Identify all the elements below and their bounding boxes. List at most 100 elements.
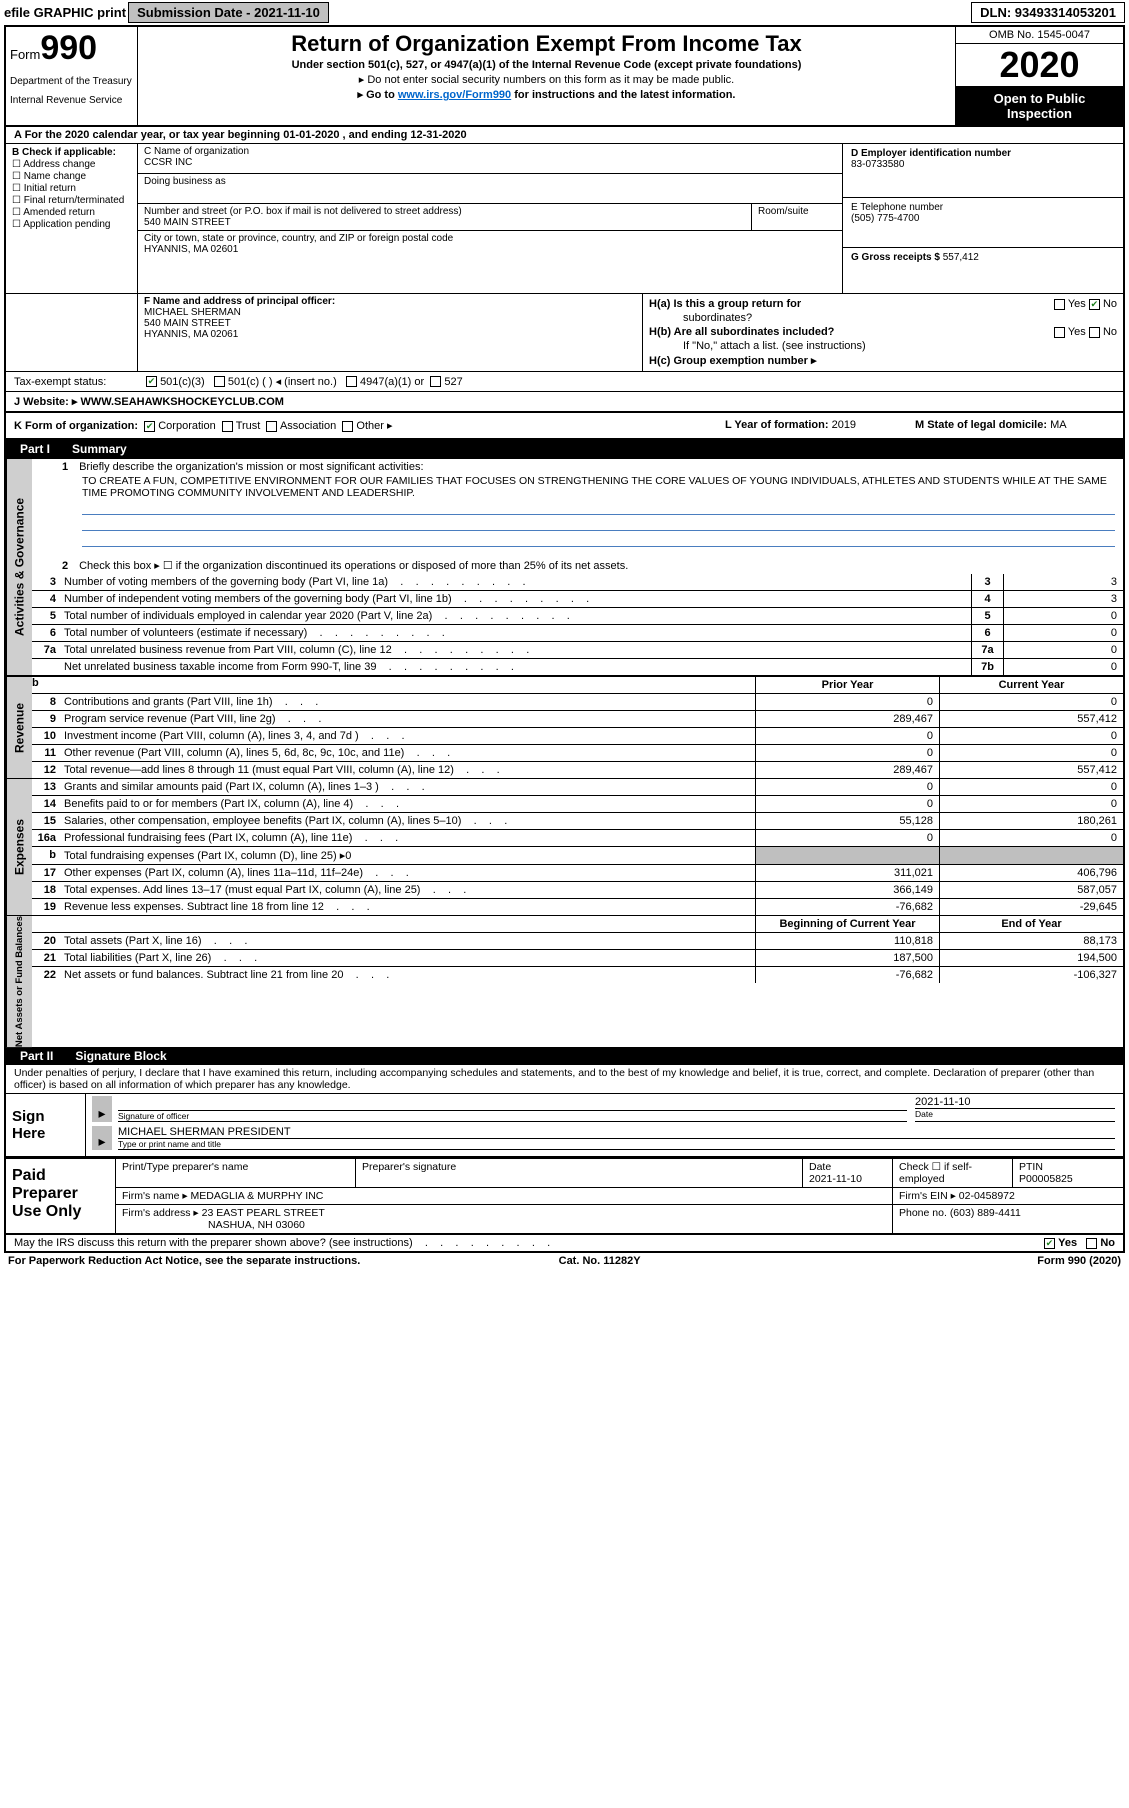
header-mid: Return of Organization Exempt From Incom… bbox=[138, 27, 955, 125]
table-row: bTotal fundraising expenses (Part IX, co… bbox=[32, 847, 1123, 865]
hdr-end-year: End of Year bbox=[939, 916, 1123, 932]
prep-self-emp: Check ☐ if self-employed bbox=[893, 1159, 1013, 1187]
hdr-beg-year: Beginning of Current Year bbox=[755, 916, 939, 932]
net-assets-block: Net Assets or Fund Balances Beginning of… bbox=[6, 915, 1123, 1047]
footer-row: For Paperwork Reduction Act Notice, see … bbox=[0, 1253, 1129, 1269]
sig-date-val: 2021-11-10 bbox=[915, 1096, 1115, 1108]
prep-date-label: Date bbox=[809, 1161, 886, 1173]
paid-preparer-label: Paid Preparer Use Only bbox=[6, 1159, 116, 1233]
form990-link[interactable]: www.irs.gov/Form990 bbox=[398, 89, 511, 101]
city-val: HYANNIS, MA 02601 bbox=[144, 244, 836, 255]
city-label: City or town, state or province, country… bbox=[144, 233, 836, 244]
subtitle-3-post: for instructions and the latest informat… bbox=[511, 89, 735, 101]
ptin-val: P00005825 bbox=[1019, 1173, 1117, 1185]
chk-527[interactable] bbox=[430, 376, 441, 387]
gross-label: G Gross receipts $ bbox=[851, 252, 940, 263]
m-domicile: M State of legal domicile: MA bbox=[915, 419, 1115, 432]
irs-no-checkbox[interactable] bbox=[1086, 1238, 1097, 1249]
form-header: Form990 Department of the Treasury Inter… bbox=[6, 27, 1123, 127]
expenses-block: Expenses 13Grants and similar amounts pa… bbox=[6, 778, 1123, 915]
entity-block: B Check if applicable: ☐ Address change … bbox=[6, 144, 1123, 294]
col-f: F Name and address of principal officer:… bbox=[138, 294, 643, 371]
chk-address-change[interactable]: ☐ Address change bbox=[12, 159, 131, 170]
firm-addr1: 23 EAST PEARL STREET bbox=[202, 1207, 325, 1219]
chk-trust[interactable] bbox=[222, 421, 233, 432]
omb-number: OMB No. 1545-0047 bbox=[956, 27, 1123, 44]
officer-name: MICHAEL SHERMAN bbox=[144, 307, 636, 318]
ha-yes-checkbox[interactable] bbox=[1054, 299, 1065, 310]
firm-phone-label: Phone no. bbox=[899, 1207, 947, 1219]
side-activities: Activities & Governance bbox=[6, 459, 32, 675]
prep-date-val: 2021-11-10 bbox=[809, 1173, 886, 1185]
table-row: 9Program service revenue (Part VIII, lin… bbox=[32, 711, 1123, 728]
col-b-spacer bbox=[6, 294, 138, 371]
phone-label: E Telephone number bbox=[851, 202, 1115, 213]
chk-assoc[interactable] bbox=[266, 421, 277, 432]
l-year-formation: L Year of formation: 2019 bbox=[725, 419, 915, 432]
side-net-assets: Net Assets or Fund Balances bbox=[6, 916, 32, 1047]
gov-line-5: 5Total number of individuals employed in… bbox=[32, 608, 1123, 625]
line-1: 1 Briefly describe the organization's mi… bbox=[32, 459, 1123, 551]
hdr-prior-year: Prior Year bbox=[755, 677, 939, 693]
firm-addr-label: Firm's address ▸ bbox=[122, 1207, 199, 1219]
officer-addr2: HYANNIS, MA 02061 bbox=[144, 329, 636, 340]
tax-status-label: Tax-exempt status: bbox=[14, 376, 146, 388]
website-label: J Website: ▸ bbox=[14, 396, 77, 408]
chk-name-change[interactable]: ☐ Name change bbox=[12, 171, 131, 182]
col-c: C Name of organization CCSR INC Doing bu… bbox=[138, 144, 843, 293]
irs-yes-checkbox[interactable]: ✔ bbox=[1044, 1238, 1055, 1249]
table-row: 10Investment income (Part VIII, column (… bbox=[32, 728, 1123, 745]
ein-label: D Employer identification number bbox=[851, 148, 1115, 159]
open-to-public: Open to Public Inspection bbox=[956, 87, 1123, 125]
chk-other[interactable] bbox=[342, 421, 353, 432]
period-row: A For the 2020 calendar year, or tax yea… bbox=[6, 127, 1123, 144]
officer-addr1: 540 MAIN STREET bbox=[144, 318, 636, 329]
footer-right: Form 990 (2020) bbox=[1037, 1255, 1121, 1267]
footer-left: For Paperwork Reduction Act Notice, see … bbox=[8, 1255, 360, 1267]
table-row: 22Net assets or fund balances. Subtract … bbox=[32, 967, 1123, 983]
hb-no-checkbox[interactable] bbox=[1089, 327, 1100, 338]
table-row: 18Total expenses. Add lines 13–17 (must … bbox=[32, 882, 1123, 899]
submission-date: Submission Date - 2021-11-10 bbox=[128, 2, 329, 23]
chk-4947[interactable] bbox=[346, 376, 357, 387]
header-left: Form990 Department of the Treasury Inter… bbox=[6, 27, 138, 125]
hb-yes-checkbox[interactable] bbox=[1054, 327, 1065, 338]
chk-initial-return[interactable]: ☐ Initial return bbox=[12, 183, 131, 194]
col-c-d-e-g: C Name of organization CCSR INC Doing bu… bbox=[138, 144, 1123, 293]
hb-note: If "No," attach a list. (see instruction… bbox=[649, 340, 1117, 352]
chk-corp[interactable]: ✔ bbox=[144, 421, 155, 432]
phone-val: (505) 775-4700 bbox=[851, 213, 1115, 224]
table-row: 14Benefits paid to or for members (Part … bbox=[32, 796, 1123, 813]
chk-amended-return[interactable]: ☐ Amended return bbox=[12, 207, 131, 218]
f-h-row: F Name and address of principal officer:… bbox=[6, 294, 1123, 372]
chk-application-pending[interactable]: ☐ Application pending bbox=[12, 219, 131, 230]
ha-label: H(a) Is this a group return for bbox=[649, 298, 801, 310]
efile-label: efile GRAPHIC print bbox=[4, 5, 126, 20]
arrow-icon: ▸ bbox=[92, 1096, 112, 1122]
org-name: CCSR INC bbox=[144, 157, 836, 168]
tax-year: 2020 bbox=[956, 44, 1123, 87]
hdr-current-year: Current Year bbox=[939, 677, 1123, 693]
chk-final-return[interactable]: ☐ Final return/terminated bbox=[12, 195, 131, 206]
chk-501c[interactable] bbox=[214, 376, 225, 387]
irs-discuss-q: May the IRS discuss this return with the… bbox=[14, 1237, 550, 1249]
hdr-b: b bbox=[32, 677, 60, 693]
ein-val: 83-0733580 bbox=[851, 159, 1115, 170]
hb-label: H(b) Are all subordinates included? bbox=[649, 326, 834, 338]
room-label: Room/suite bbox=[752, 204, 842, 230]
firm-phone-val: (603) 889-4411 bbox=[950, 1207, 1021, 1219]
arrow-icon: ▸ bbox=[92, 1126, 112, 1150]
firm-name-val: MEDAGLIA & MURPHY INC bbox=[191, 1190, 324, 1202]
table-row: 15Salaries, other compensation, employee… bbox=[32, 813, 1123, 830]
part-1-num: Part I bbox=[6, 440, 64, 458]
table-row: 13Grants and similar amounts paid (Part … bbox=[32, 779, 1123, 796]
col-d-e-g: D Employer identification number 83-0733… bbox=[843, 144, 1123, 293]
prep-sig-label: Preparer's signature bbox=[362, 1161, 796, 1173]
dln-label: DLN: 93493314053201 bbox=[971, 2, 1125, 23]
chk-501c3[interactable]: ✔ bbox=[146, 376, 157, 387]
footer-mid: Cat. No. 11282Y bbox=[559, 1255, 641, 1267]
sig-name-label: Type or print name and title bbox=[118, 1138, 1115, 1149]
ha-no-checkbox[interactable]: ✔ bbox=[1089, 299, 1100, 310]
table-row: 19Revenue less expenses. Subtract line 1… bbox=[32, 899, 1123, 915]
part-1-title: Summary bbox=[64, 440, 135, 458]
